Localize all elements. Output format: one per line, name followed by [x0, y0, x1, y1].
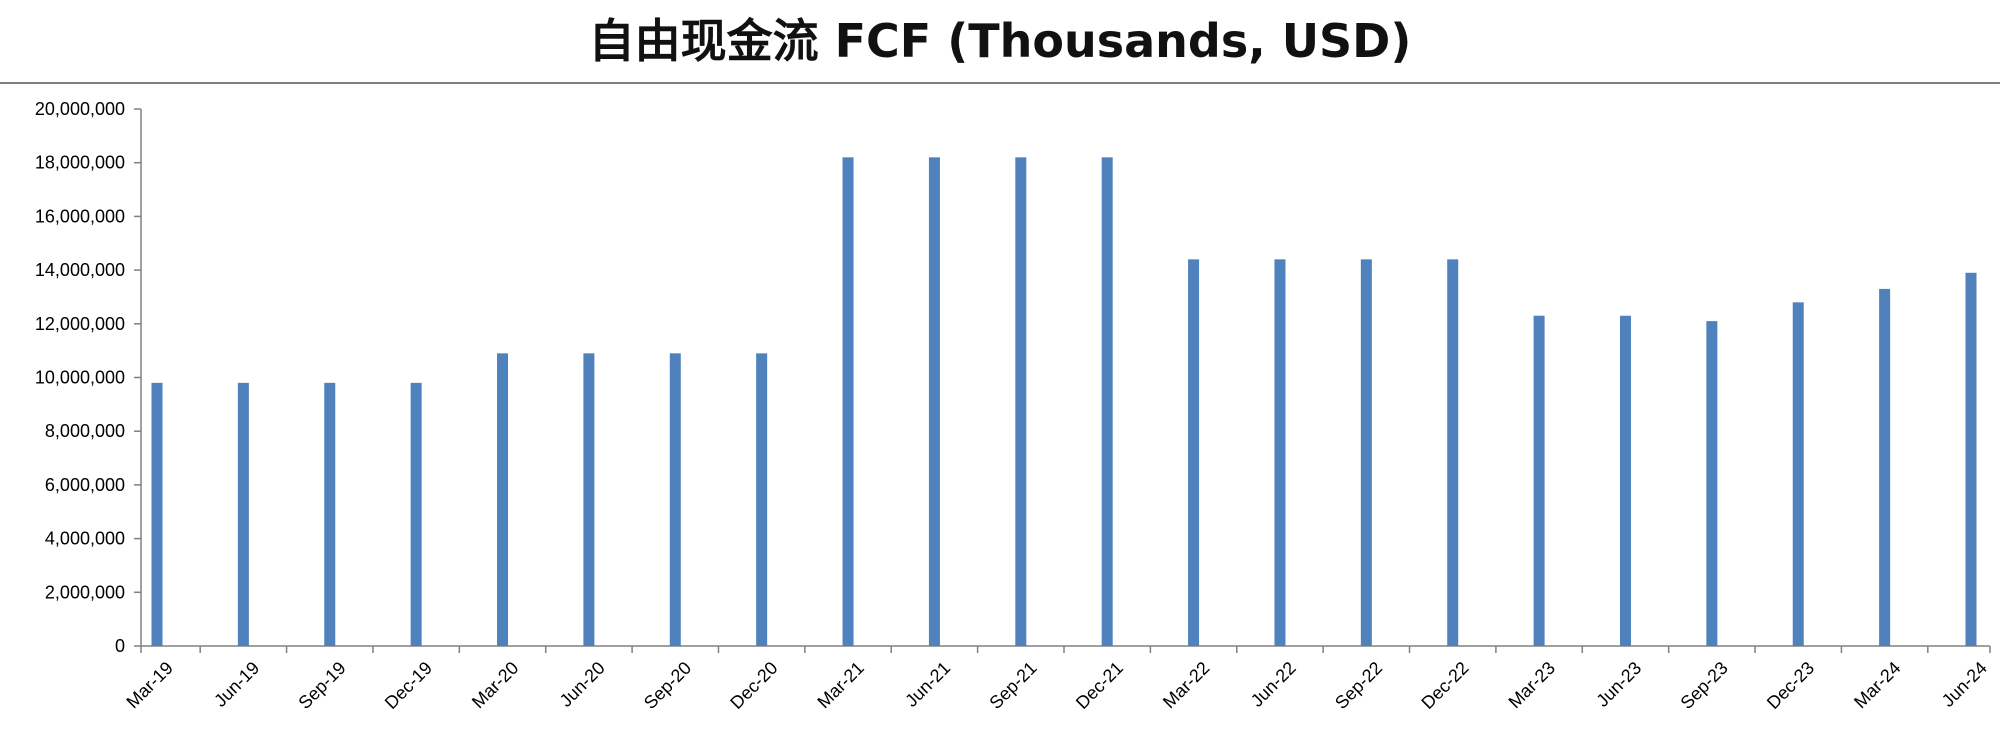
x-tick-label: Sep-23	[1677, 658, 1732, 713]
bar	[1706, 321, 1718, 646]
x-axis-group: Mar-19 Jun-19 Sep-19 Dec-19 Mar-20 Jun-20 Sep-…	[122, 645, 1991, 713]
x-tick-label: Dec-22	[1417, 658, 1472, 713]
y-tick-label: 12,000,000	[35, 314, 125, 334]
bar	[842, 157, 854, 646]
x-tick-label: Jun-19	[210, 658, 263, 711]
x-tick-label: Mar-22	[1159, 658, 1213, 712]
bar	[497, 353, 509, 646]
x-tick-label: Sep-20	[640, 658, 695, 713]
bar	[928, 157, 940, 646]
bar	[1792, 302, 1804, 646]
x-tick-label: Jun-22	[1247, 658, 1300, 711]
bar	[1274, 259, 1286, 646]
y-tick-label: 2,000,000	[45, 582, 125, 602]
x-tick-label: Mar-23	[1505, 658, 1559, 712]
x-tick-label: Jun-20	[556, 658, 609, 711]
x-tick-label: Sep-19	[294, 658, 349, 713]
y-tick-label: 20,000,000	[35, 99, 125, 119]
y-tick-label: 10,000,000	[35, 368, 125, 388]
bar	[1879, 288, 1891, 646]
bar	[1188, 259, 1200, 646]
bar	[410, 382, 422, 646]
bar	[151, 382, 163, 646]
chart-title: 自由现金流 FCF (Thousands, USD)	[588, 14, 1412, 68]
bar	[669, 353, 681, 646]
bar	[1965, 272, 1977, 646]
y-axis-group: 0 2,000,000 4,000,000 6,000,000 8,000,000 10,…	[35, 99, 142, 656]
bar	[756, 353, 768, 646]
x-tick-label: Mar-19	[122, 658, 176, 712]
x-tick-label: Mar-24	[1850, 658, 1904, 712]
x-tick-label: Jun-21	[901, 658, 954, 711]
y-tick-label: 0	[115, 636, 125, 656]
y-tick-label: 8,000,000	[45, 421, 125, 441]
x-tick-label: Jun-24	[1938, 658, 1991, 711]
y-tick-label: 4,000,000	[45, 529, 125, 549]
y-tick-label: 6,000,000	[45, 475, 125, 495]
x-tick-label: Dec-19	[381, 658, 436, 713]
bar	[324, 382, 336, 646]
bars-group	[151, 157, 1977, 646]
bar	[1619, 315, 1631, 646]
x-tick-label: Dec-20	[726, 658, 781, 713]
x-tick-label: Sep-22	[1331, 658, 1386, 713]
bar	[1360, 259, 1372, 646]
bar	[1015, 157, 1027, 646]
bar	[1533, 315, 1545, 646]
x-tick-label: Dec-23	[1763, 658, 1818, 713]
bar	[1101, 157, 1113, 646]
x-tick-label: Jun-23	[1592, 658, 1645, 711]
y-tick-label: 14,000,000	[35, 260, 125, 280]
bar	[583, 353, 595, 646]
x-tick-label: Mar-21	[813, 658, 867, 712]
bar	[237, 382, 249, 646]
y-tick-label: 16,000,000	[35, 206, 125, 226]
y-tick-label: 18,000,000	[35, 153, 125, 173]
bar	[1447, 259, 1459, 646]
title-divider	[0, 82, 2000, 84]
x-tick-label: Dec-21	[1072, 658, 1127, 713]
x-tick-label: Sep-21	[985, 658, 1040, 713]
x-tick-label: Mar-20	[468, 658, 522, 712]
